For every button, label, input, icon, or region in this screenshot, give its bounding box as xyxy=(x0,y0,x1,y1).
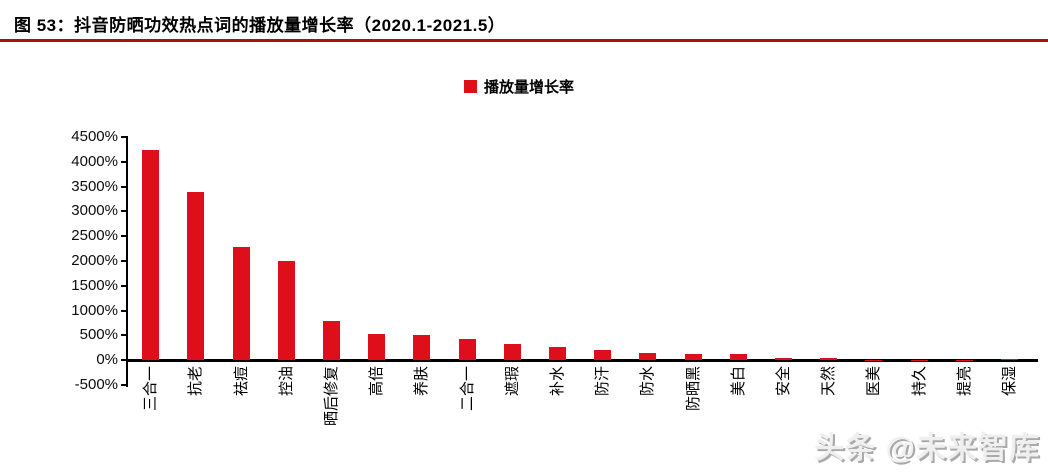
x-axis-category-label-text: 美白 xyxy=(729,366,747,397)
y-axis-tick-label: 500% xyxy=(79,326,118,344)
x-axis-category-label-text: 天然 xyxy=(820,366,838,397)
x-axis-category-label-text: 二合一 xyxy=(458,366,476,412)
bar xyxy=(684,353,702,361)
bar xyxy=(187,191,205,361)
bar xyxy=(594,349,612,361)
bar xyxy=(368,334,386,361)
x-axis-category-label-text: 遮瑕 xyxy=(503,366,521,397)
bar xyxy=(548,346,566,361)
y-axis-tick-mark xyxy=(121,210,128,213)
y-axis-tick-mark xyxy=(121,160,128,163)
y-axis-tick-label: 1500% xyxy=(71,276,118,294)
bar xyxy=(1000,358,1018,361)
x-axis-category-label-text: 养肤 xyxy=(413,366,431,397)
x-axis-category-label-text: 医美 xyxy=(865,366,883,397)
chart-legend: 播放量增长率 xyxy=(464,76,574,97)
figure-title: 图 53：抖音防晒功效热点词的播放量增长率（2020.1-2021.5） xyxy=(14,16,506,35)
x-axis-category-label-text: 控油 xyxy=(277,366,295,397)
y-axis-tick-mark xyxy=(121,309,128,312)
bar xyxy=(729,354,747,361)
y-axis-tick-label: 0% xyxy=(96,351,118,369)
x-axis-category-label-text: 防水 xyxy=(639,366,657,397)
x-axis-category-label-text: 祛痘 xyxy=(232,366,250,397)
y-axis-tick-label: 4500% xyxy=(71,128,118,145)
x-axis-category-label-text: 高倍 xyxy=(368,366,386,397)
y-axis-line xyxy=(126,137,128,387)
legend-color-swatch xyxy=(464,80,477,93)
y-axis-tick-label: -500% xyxy=(74,376,118,393)
x-axis-category-label-text: 提亮 xyxy=(955,366,973,397)
bar xyxy=(277,261,295,361)
x-axis-category-label-text: 防汗 xyxy=(594,366,612,397)
x-axis-category-label-text: 保湿 xyxy=(1000,366,1018,397)
x-axis-category-label-text: 补水 xyxy=(548,366,566,397)
bar xyxy=(232,247,250,361)
y-axis-tick-label: 1000% xyxy=(71,301,118,319)
bar xyxy=(322,321,340,361)
bar xyxy=(820,358,838,361)
x-axis-category-label-text: 防晒黑 xyxy=(684,366,702,412)
bar xyxy=(639,352,657,361)
y-axis-tick-mark xyxy=(121,334,128,337)
bar xyxy=(955,359,973,361)
y-axis-tick-mark xyxy=(121,359,128,362)
bar xyxy=(774,357,792,361)
legend-series-label: 播放量增长率 xyxy=(484,79,575,96)
y-axis-tick-label: 4000% xyxy=(71,152,118,170)
y-axis-tick-mark xyxy=(121,284,128,287)
y-axis-tick-mark xyxy=(121,185,128,188)
watermark-text: 头条 @未来智库 xyxy=(814,432,1040,465)
y-axis-tick-label: 2000% xyxy=(71,252,118,269)
y-axis-tick-label: 3000% xyxy=(71,202,118,220)
y-axis-tick-mark xyxy=(121,136,128,138)
y-axis-tick-label: 3500% xyxy=(71,177,118,195)
x-axis-category-label-text: 晒后修复 xyxy=(322,366,340,427)
x-axis-line xyxy=(126,359,1038,363)
y-axis-tick-mark xyxy=(121,260,128,262)
y-axis-tick-mark xyxy=(121,235,128,238)
bar xyxy=(910,359,928,361)
y-axis-tick-mark xyxy=(121,384,128,386)
bar xyxy=(503,344,521,361)
bar xyxy=(142,150,160,361)
bar xyxy=(458,339,476,361)
y-axis-tick-label: 2500% xyxy=(71,227,118,245)
title-underline-rule xyxy=(0,39,1048,42)
x-axis-category-label-text: 三合一 xyxy=(142,366,160,412)
x-axis-category-label-text: 抗老 xyxy=(187,366,205,397)
x-axis-category-label-text: 持久 xyxy=(910,366,928,397)
bar xyxy=(865,359,883,361)
bar xyxy=(413,335,431,361)
x-axis-category-label-text: 安全 xyxy=(774,366,792,397)
